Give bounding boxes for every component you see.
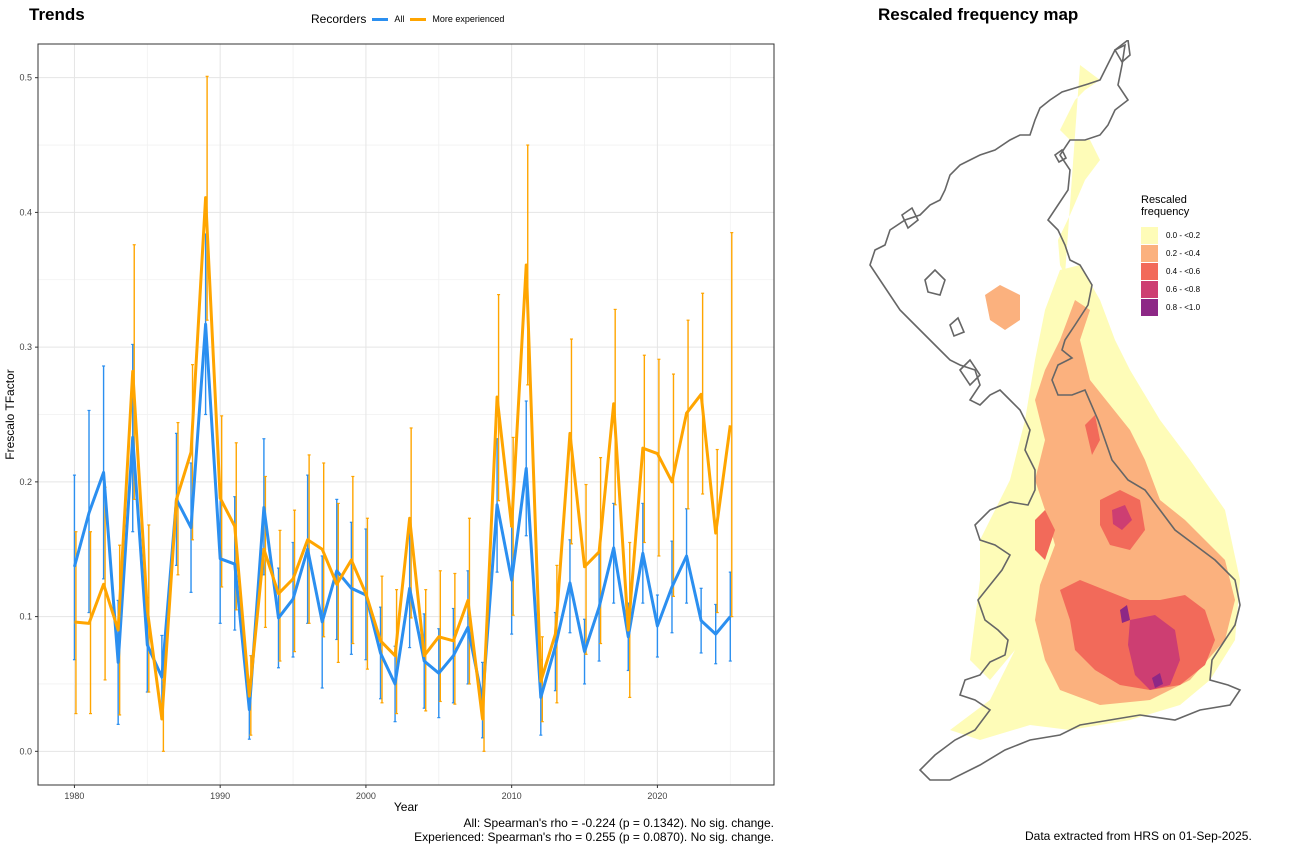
frequency-map (869, 40, 1242, 781)
map-legend-row: 0.4 - <0.6 (1141, 262, 1200, 280)
y-axis-label: Frescalo TFactor (3, 369, 17, 459)
map-legend-label: 0.4 - <0.6 (1166, 266, 1201, 276)
map-legend-row: 0.8 - <1.0 (1141, 298, 1200, 316)
legend-title: Recorders (311, 12, 367, 26)
coastline-island-6 (1113, 40, 1131, 64)
map-legend-row: 0.2 - <0.4 (1141, 244, 1200, 262)
map-legend-swatch (1141, 226, 1158, 244)
map-class-veryhigh (1128, 615, 1180, 690)
map-legend-title-line2: frequency (1141, 206, 1190, 218)
x-tick-label: 1990 (210, 791, 230, 801)
coastline-island-2 (900, 206, 920, 230)
map-class-high-coast (1035, 510, 1055, 560)
map-class-max-2 (1120, 605, 1130, 623)
y-tick-label: 0.5 (19, 73, 32, 83)
map-legend-label: 0.8 - <1.0 (1166, 302, 1201, 312)
coastline-island-1 (924, 268, 946, 296)
x-axis-label: Year (394, 800, 418, 814)
y-tick-label: 0.2 (19, 477, 32, 487)
map-legend-row: 0.0 - <0.2 (1141, 226, 1200, 244)
map-class-max (1152, 673, 1163, 688)
map-legend-label: 0.6 - <0.8 (1166, 284, 1201, 294)
y-tick-label: 0.3 (19, 342, 32, 352)
stats-experienced: Experienced: Spearman's rho = 0.255 (p =… (414, 830, 774, 844)
map-title: Rescaled frequency map (878, 5, 1079, 24)
map-class-high-ne (1085, 415, 1100, 455)
coastline-island-4 (949, 316, 966, 338)
legend-item-all: All (372, 14, 404, 24)
map-legend-swatch (1141, 244, 1158, 262)
coastline (869, 40, 1242, 781)
map-legend-swatch (1141, 280, 1158, 298)
map-legend-title: Rescaled frequency (1141, 194, 1200, 218)
series-line-all (72, 322, 732, 712)
plot-panel-border (37, 43, 775, 786)
x-tick-label: 2010 (502, 791, 522, 801)
data-extract-note: Data extracted from HRS on 01-Sep-2025. (1025, 829, 1252, 843)
y-tick-label: 0.4 (19, 207, 32, 217)
x-tick-label: 2000 (356, 791, 376, 801)
map-class-low-north (1058, 65, 1100, 275)
map-class-low-wales (970, 540, 1015, 680)
map-legend-swatch (1141, 262, 1158, 280)
legend-swatch-all (372, 17, 389, 21)
y-tick-label: 0.0 (19, 746, 32, 756)
coastline-island-5 (1053, 148, 1068, 164)
map-legend-label: 0.0 - <0.2 (1166, 230, 1201, 240)
series-all-errorbars (72, 233, 732, 740)
map-legend-label: 0.2 - <0.4 (1166, 248, 1201, 258)
map-fill-layer (950, 65, 1240, 740)
map-legend-title-line1: Rescaled (1141, 194, 1187, 206)
legend-item-experienced: More experienced (410, 14, 504, 24)
coastline-island-3 (958, 358, 982, 387)
legend-label-all: All (394, 14, 405, 24)
stats-all: All: Spearman's rho = -0.224 (p = 0.1342… (463, 816, 774, 830)
map-class-medium-scotland (985, 285, 1020, 330)
legend-swatch-experienced (410, 17, 427, 21)
x-tick-label: 1980 (64, 791, 84, 801)
y-tick-label: 0.1 (19, 612, 32, 622)
series-experienced-errorbars (74, 75, 734, 752)
map-legend-row: 0.6 - <0.8 (1141, 280, 1200, 298)
map-legend-swatch (1141, 298, 1158, 316)
trends-chart: 0.0 0.1 0.2 0.3 0.4 0.5 1980 1990 2000 2010 2020 Ye… (3, 43, 775, 814)
x-tick-label: 2020 (647, 791, 667, 801)
series-line-experienced (74, 196, 732, 721)
trends-title: Trends (29, 5, 85, 24)
coastline-great-britain (869, 43, 1242, 781)
map-class-veryhigh-north (1112, 505, 1132, 530)
chart-legend: Recorders All More experienced (311, 12, 504, 26)
map-legend: Rescaled frequency 0.0 - <0.2 0.2 - <0.4… (1141, 194, 1200, 316)
legend-label-experienced: More experienced (432, 14, 505, 24)
